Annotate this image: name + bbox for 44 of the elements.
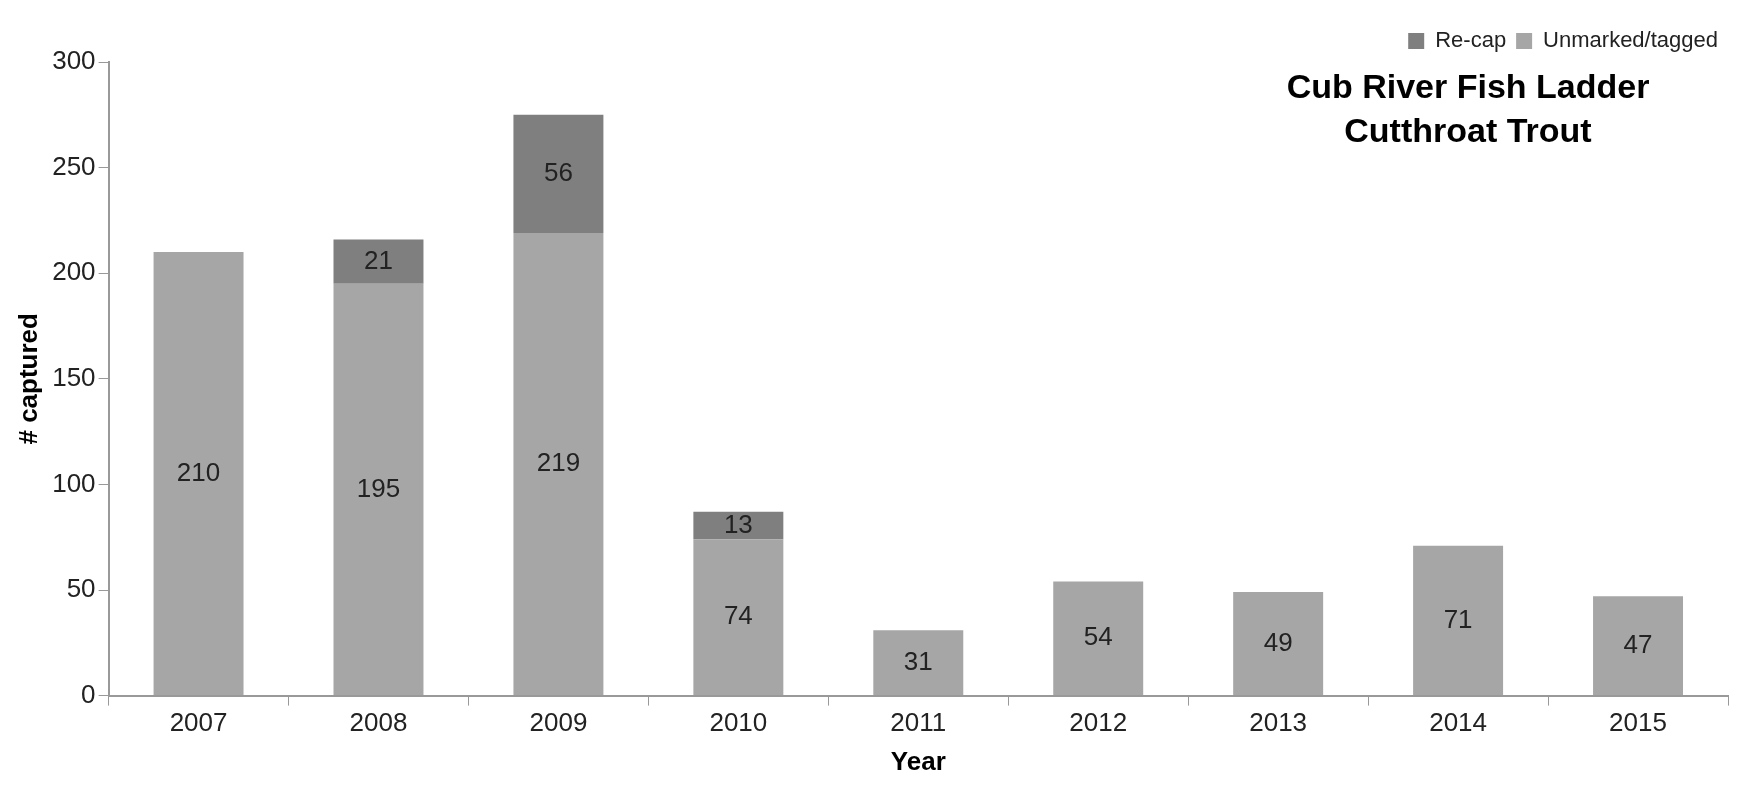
y-tick-label: 200 [52,256,96,287]
x-tick-label: 2015 [1609,707,1667,738]
bar [1233,592,1324,696]
bar [513,233,604,696]
bar [873,630,964,696]
data-label: 49 [1263,626,1293,657]
legend-label: Unmarked/tagged [1543,27,1719,53]
data-label: 47 [1623,628,1653,659]
data-label: 195 [356,472,401,503]
x-tick-label: 2007 [169,707,228,738]
bar [153,252,244,696]
bar [513,114,604,234]
y-tick-label: 100 [52,467,96,498]
data-label: 31 [903,645,933,676]
x-tick-label: 2009 [529,707,588,738]
bar [333,283,424,696]
bar [333,239,424,284]
data-label: 74 [723,600,753,631]
data-label: 54 [1083,621,1113,652]
x-tick-label: 2014 [1429,707,1488,738]
y-tick-label: 250 [52,150,96,181]
data-label: 56 [543,157,573,188]
bar [1053,581,1144,696]
x-tick-label: 2013 [1249,707,1308,738]
x-tick-label: 2011 [890,707,947,738]
y-tick-label: 150 [52,361,96,392]
data-label: 21 [364,244,393,275]
data-label: 210 [176,456,221,487]
bar [693,539,784,696]
x-tick-label: 2010 [709,707,768,738]
x-axis-title: Year [890,745,946,776]
bar [1593,596,1684,696]
bar [1413,545,1504,696]
x-tick-label: 2012 [1069,707,1128,738]
x-tick-label: 2008 [349,707,408,738]
legend-label: Re-cap [1435,27,1507,53]
text: Cub River Fish Ladder Cutthroat Trout [1286,67,1650,150]
y-tick-label: 0 [81,678,96,709]
y-tick-label: 300 [52,45,96,76]
data-label: 219 [536,447,581,478]
y-axis-title: # captured [12,313,43,445]
data-label: 71 [1443,603,1473,634]
data-label: 13 [723,508,753,539]
y-tick-label: 50 [66,573,96,604]
